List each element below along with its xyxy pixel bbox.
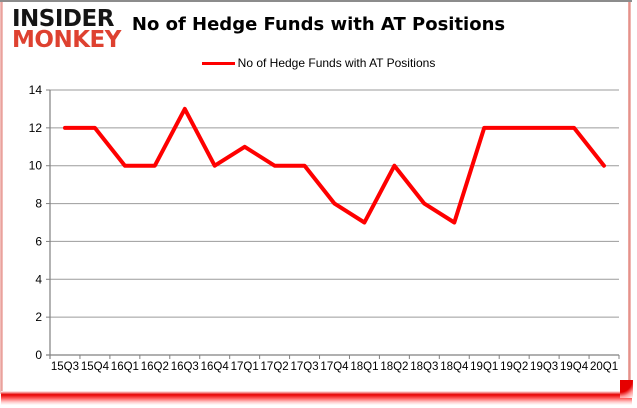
x-tick-label: 18Q4 <box>440 361 469 373</box>
x-tick-label: 17Q3 <box>290 361 318 373</box>
y-tick-label: 8 <box>35 197 42 211</box>
x-tick-label: 15Q3 <box>51 361 79 373</box>
x-tick-label: 19Q1 <box>470 361 498 373</box>
x-tick-label: 18Q2 <box>380 361 408 373</box>
frame-border-top <box>0 0 632 2</box>
logo-text-monkey: MONKEY <box>12 27 121 53</box>
x-tick-label: 18Q1 <box>350 361 378 373</box>
x-tick-label: 17Q2 <box>261 361 289 373</box>
x-tick-label: 16Q4 <box>201 361 230 373</box>
y-tick-label: 0 <box>35 348 42 362</box>
y-tick-label: 14 <box>29 83 43 97</box>
series-line <box>63 106 606 225</box>
frame-border-right <box>628 2 631 392</box>
x-tick-label: 19Q4 <box>560 361 589 373</box>
x-tick-label: 17Q1 <box>231 361 259 373</box>
x-tick-label: 19Q3 <box>530 361 558 373</box>
legend: No of Hedge Funds with AT Positions <box>0 56 637 70</box>
x-tick-label: 15Q4 <box>81 361 110 373</box>
x-tick-label: 16Q1 <box>111 361 139 373</box>
logo-text-insider: INSIDER <box>12 6 114 32</box>
legend-label: No of Hedge Funds with AT Positions <box>237 56 436 70</box>
x-tick-label: 17Q4 <box>320 361 349 373</box>
y-tick-label: 2 <box>35 310 42 324</box>
y-tick-label: 12 <box>29 121 43 135</box>
insider-monkey-logo: INSIDER MONKEY <box>12 6 121 53</box>
x-tick-label: 16Q2 <box>141 361 169 373</box>
y-tick-label: 6 <box>35 234 42 248</box>
x-tick-label: 19Q2 <box>500 361 528 373</box>
y-tick-label: 4 <box>35 272 42 286</box>
frame-border-left <box>0 2 3 394</box>
chart-title: No of Hedge Funds with AT Positions <box>131 14 506 35</box>
frame-glow-bottom <box>1 391 632 405</box>
legend-line-swatch <box>201 61 235 65</box>
frame-glow-corner <box>620 380 633 398</box>
x-tick-label: 20Q1 <box>590 361 618 373</box>
x-tick-label: 18Q3 <box>410 361 438 373</box>
x-tick-label: 16Q3 <box>171 361 199 373</box>
y-tick-label: 10 <box>29 159 43 173</box>
